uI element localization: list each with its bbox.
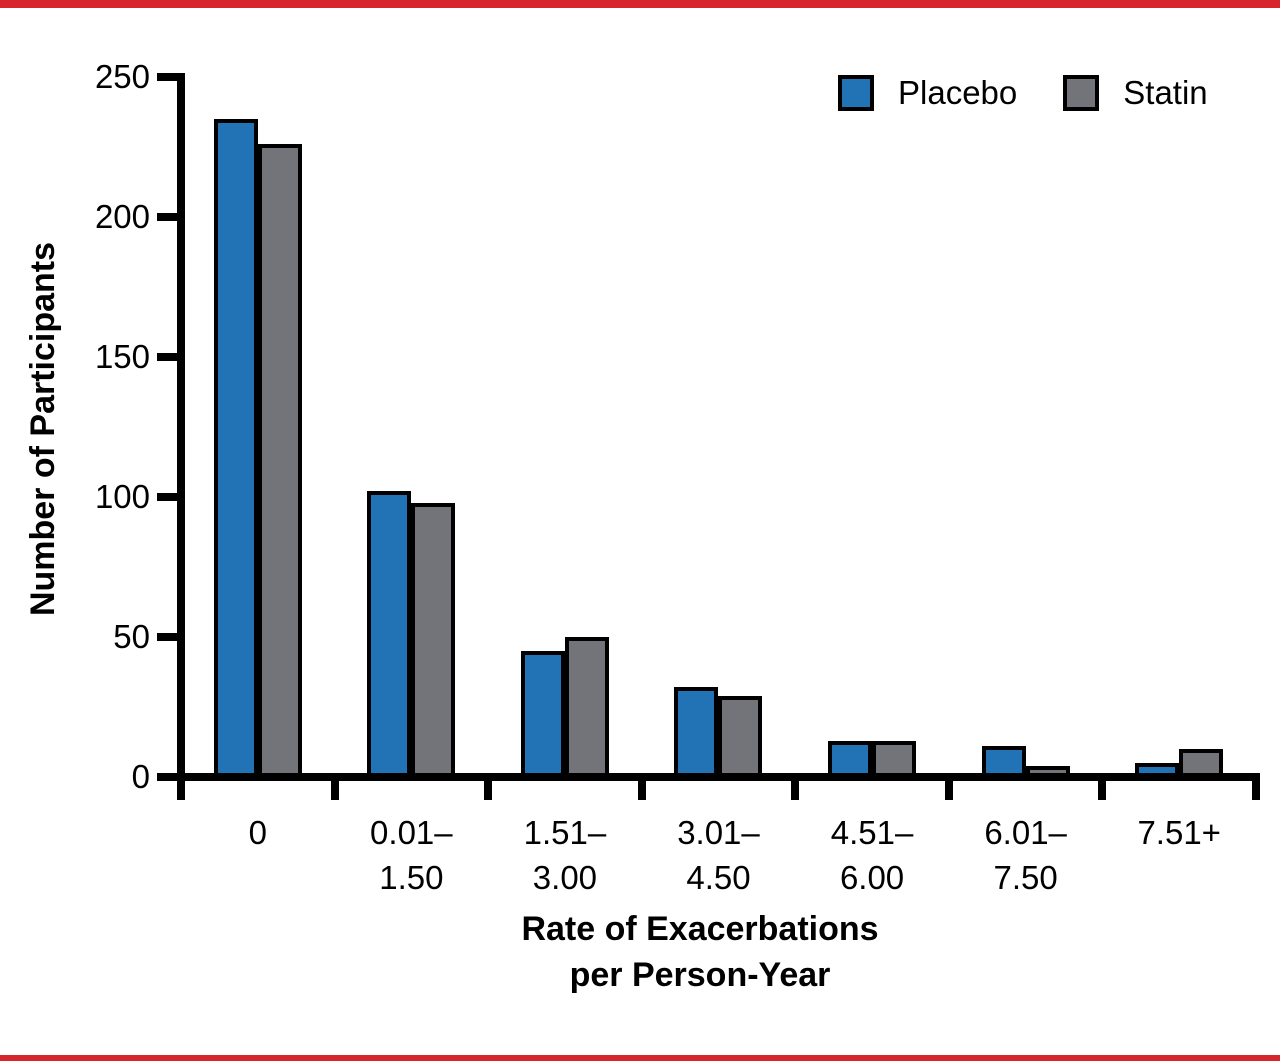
y-tick-50 [157,633,185,641]
x-tick-0 [177,781,185,800]
bar-statin-3 [718,696,763,777]
bar-placebo-4 [828,741,873,777]
y-tick-label-150: 150 [94,338,150,375]
x-category-label-6: 7.51+ [1137,814,1221,851]
bar-statin-6 [1179,749,1224,777]
bar-placebo-1 [367,491,412,777]
x-axis-title: Rate of Exacerbations per Person-Year [400,906,1000,998]
x-tick-5 [944,781,953,800]
placebo-legend-label: Placebo [898,74,1018,111]
bar-placebo-0 [213,119,258,777]
legend: Placebo Statin [838,74,1208,112]
statin-swatch [1063,75,1100,111]
x-tick-6 [1098,781,1107,800]
statin-legend-label: Statin [1123,74,1208,111]
y-tick-label-250: 250 [94,58,150,95]
x-category-label-2: 1.51– 3.00 [523,814,607,896]
bar-placebo-3 [674,687,719,777]
bar-placebo-5 [981,746,1026,777]
bar-statin-1 [411,503,456,777]
bar-statin-2 [564,637,609,777]
y-tick-200 [157,213,185,221]
bar-statin-5 [1025,766,1070,777]
y-tick-label-50: 50 [113,618,150,655]
y-tick-100 [157,493,185,501]
x-category-label-4: 4.51– 6.00 [830,814,914,896]
x-axis-line [157,773,1260,781]
x-tick-7 [1251,781,1260,800]
x-tick-4 [791,781,800,800]
placebo-swatch [838,75,874,111]
y-axis-line [177,73,185,800]
x-category-label-3: 3.01– 4.50 [677,814,760,896]
x-axis-title-line2: per Person-Year [569,956,831,994]
y-tick-label-100: 100 [94,478,150,515]
y-tick-label-0: 0 [131,758,150,795]
x-category-label-5: 6.01– 7.50 [984,814,1067,896]
legend-item-placebo: Placebo [838,74,1017,112]
y-tick-label-200: 200 [94,198,150,235]
x-category-label-1: 0.01– 1.50 [370,814,453,896]
x-tick-3 [637,781,646,800]
bar-statin-4 [872,741,917,777]
y-tick-150 [157,353,185,361]
bar-placebo-2 [520,651,565,777]
y-tick-0 [157,773,185,781]
x-category-label-0: 0 [248,814,267,851]
top-border-band [0,0,1280,8]
x-axis-title-line1: Rate of Exacerbations [521,910,879,948]
y-tick-250 [157,73,185,81]
x-tick-1 [330,781,339,800]
bar-statin-0 [257,144,302,777]
x-tick-2 [484,781,493,800]
legend-item-statin: Statin [1063,74,1208,112]
bottom-border-band [0,1055,1280,1061]
